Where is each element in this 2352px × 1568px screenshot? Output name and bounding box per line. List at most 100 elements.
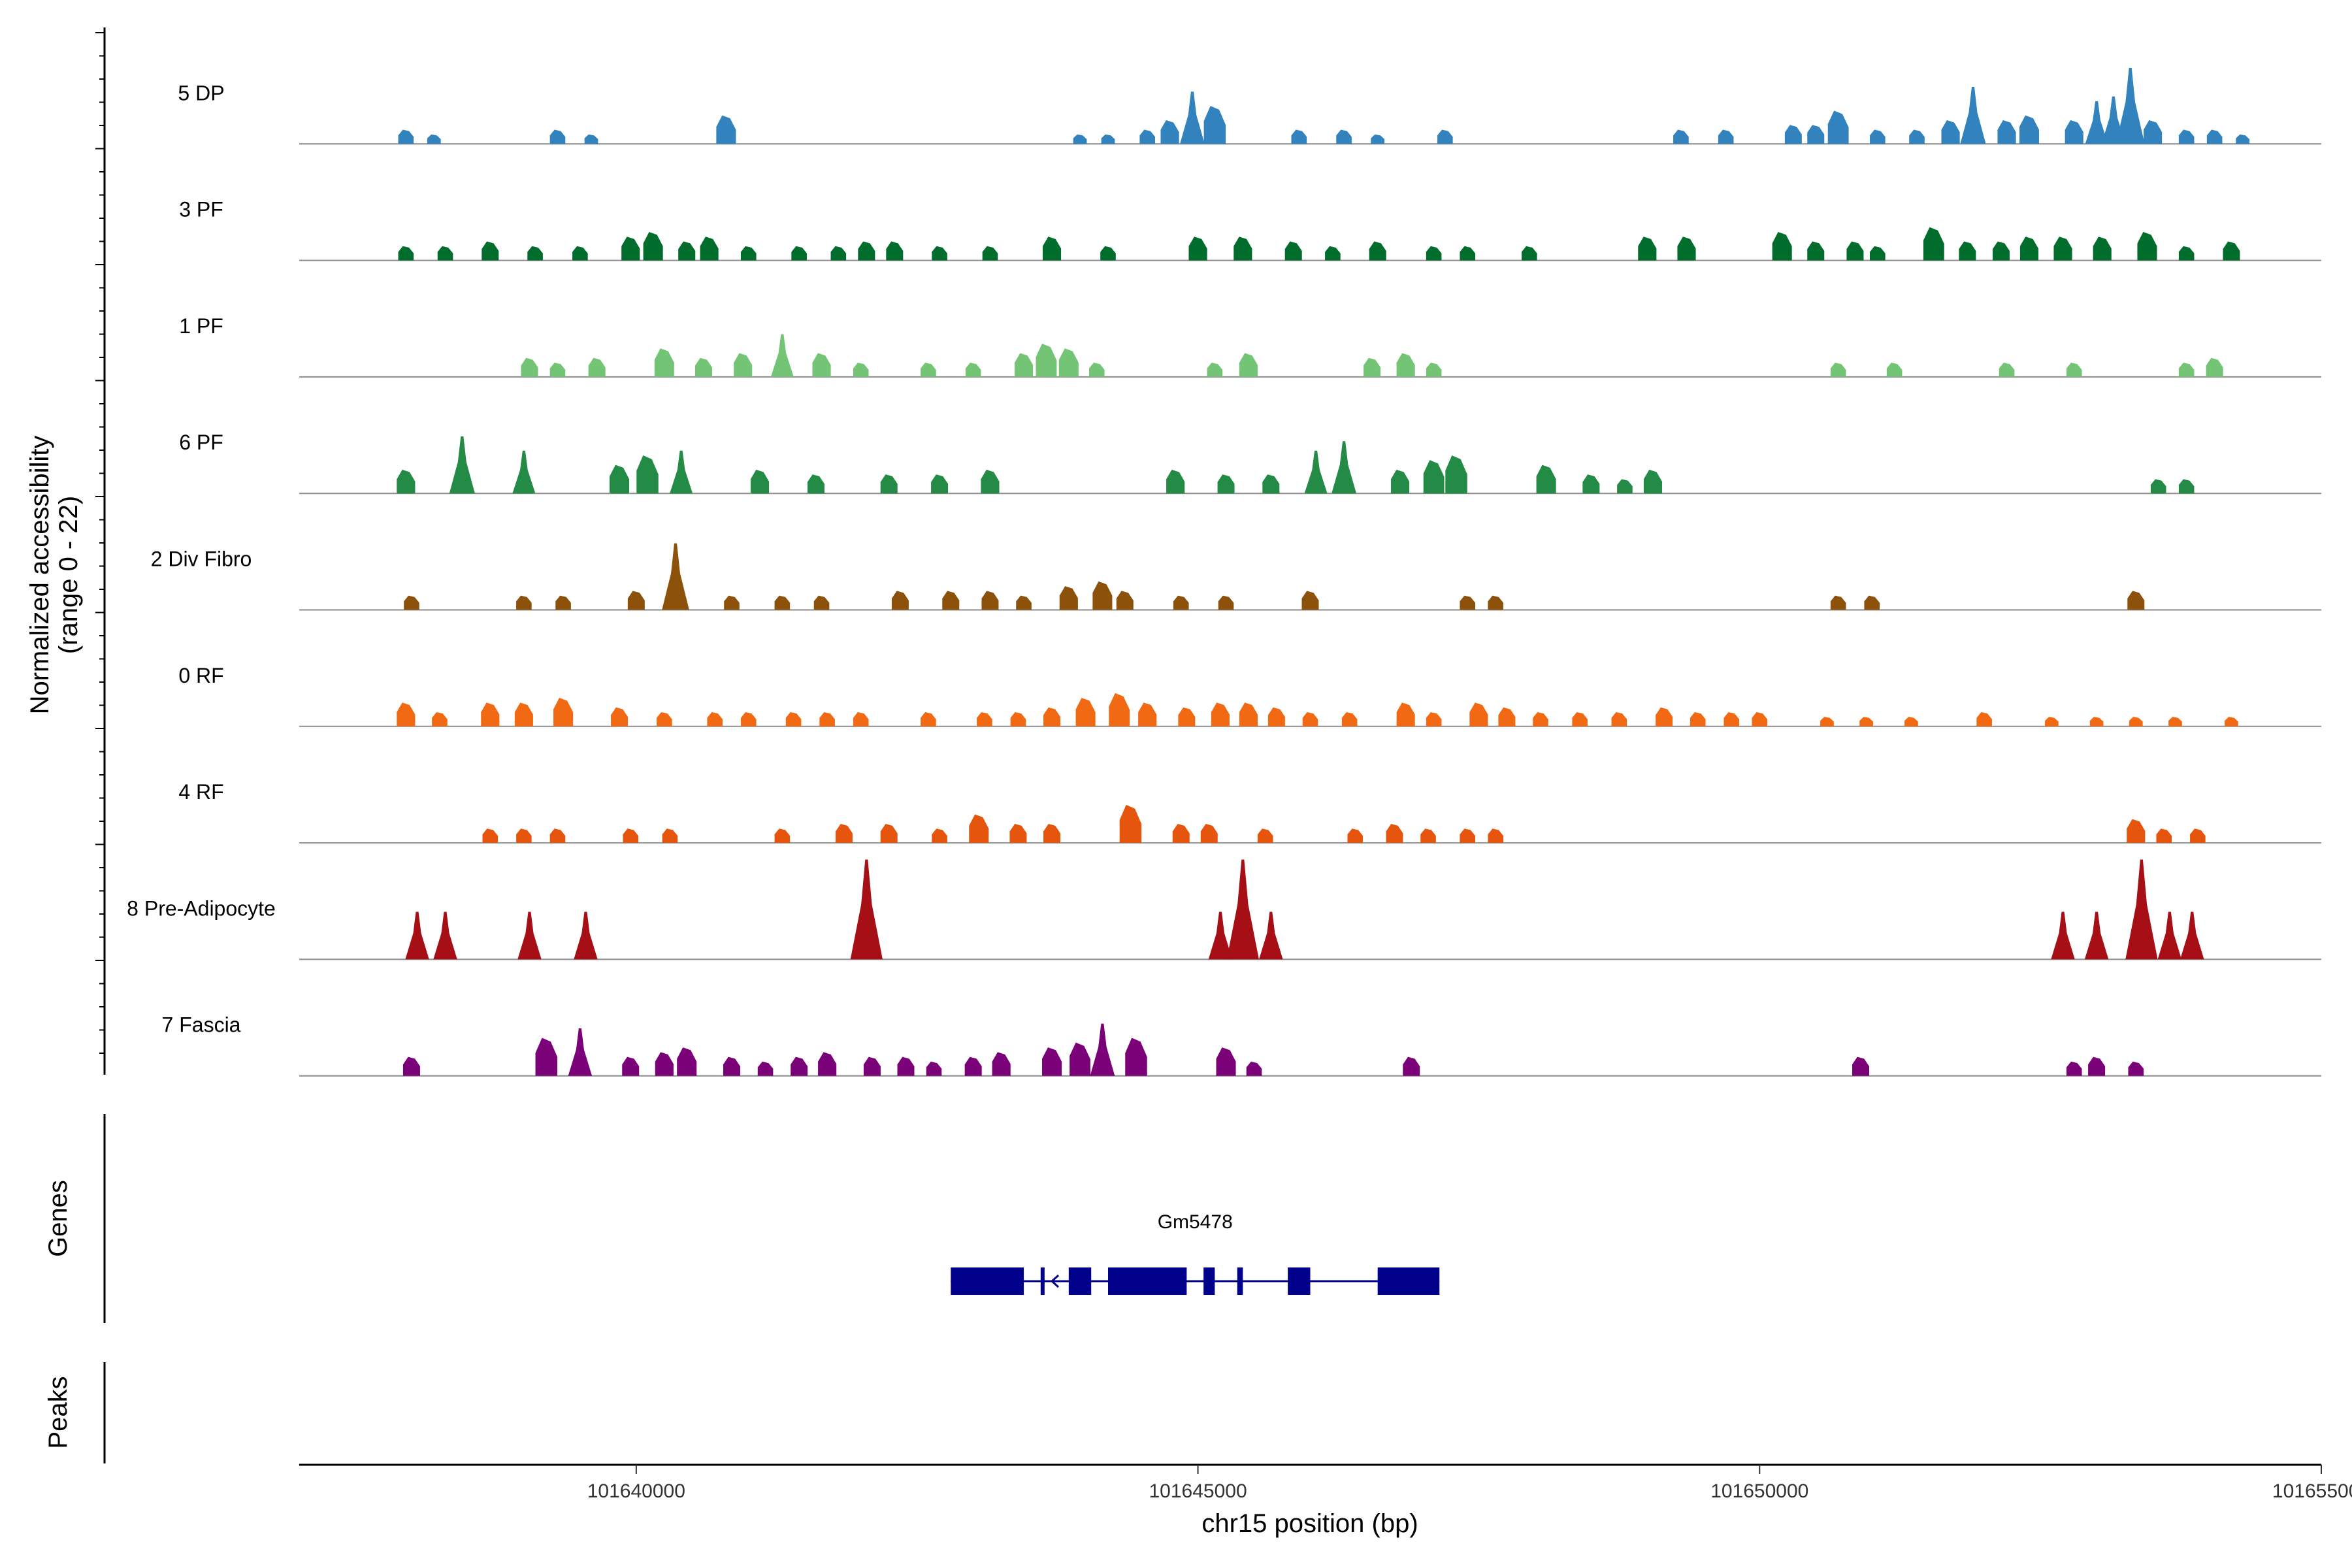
coverage-peak: [750, 469, 770, 494]
genes-panel-title: Genes: [44, 1180, 73, 1257]
gene-exon: [1377, 1267, 1440, 1295]
gene-exon: [951, 1267, 1024, 1295]
coverage-peak: [549, 828, 566, 843]
y-axis-title-line2: (range 0 - 22): [54, 496, 83, 654]
coverage-peak: [574, 911, 598, 960]
coverage-peak: [853, 363, 869, 377]
coverage-peak: [770, 334, 794, 377]
track-label: 4 RF: [178, 780, 223, 804]
x-tick-label: 101655000: [2272, 1480, 2352, 1502]
coverage-peak: [1752, 711, 1768, 727]
coverage-peak: [1267, 707, 1285, 727]
coverage-peak: [2236, 134, 2250, 144]
coverage-peak: [1959, 241, 1976, 261]
coverage-peak: [2127, 819, 2146, 843]
coverage-peak: [1302, 711, 1318, 727]
coverage-peak: [1426, 363, 1442, 377]
coverage-peak: [527, 246, 543, 261]
coverage-peak: [1160, 120, 1179, 144]
coverage-peak: [2180, 911, 2204, 960]
coverage-peak: [623, 828, 639, 843]
coverage-peak: [1304, 450, 1328, 494]
coverage-peak: [819, 711, 835, 727]
x-tick-label: 101640000: [587, 1480, 685, 1502]
coverage-peak: [981, 469, 1000, 494]
coverage-peak: [1014, 353, 1034, 377]
coverage-peak: [818, 1052, 837, 1076]
coverage-peak: [2206, 357, 2223, 377]
coverage-peak: [514, 702, 533, 727]
coverage-peak: [2125, 859, 2158, 960]
coverage-peak: [1016, 595, 1032, 610]
coverage-peak: [553, 698, 574, 727]
strand-arrow-icon: [1050, 1274, 1060, 1288]
coverage-peak: [568, 1028, 593, 1076]
coverage-peak: [1617, 479, 1633, 494]
coverage-peak: [880, 824, 898, 843]
coverage-peak: [707, 711, 723, 727]
coverage-peak: [2137, 231, 2157, 261]
coverage-peak: [654, 348, 674, 377]
coverage-peak: [1208, 911, 1233, 960]
coverage-peak: [724, 595, 740, 610]
coverage-peak: [1960, 87, 1986, 144]
track-label: 8 Pre-Adipocyte: [127, 896, 276, 920]
coverage-peak: [2053, 237, 2072, 261]
track-label: 2 Div Fibro: [151, 547, 252, 571]
coverage-peak: [1203, 106, 1226, 144]
track-label: 1 PF: [179, 314, 223, 338]
x-axis-ticks: 101640000 101645000 101650000 101655000: [587, 1465, 2352, 1502]
gene-label: Gm5478: [1158, 1211, 1233, 1233]
coverage-peak: [1420, 828, 1436, 843]
track-5-dp: 5 DP: [178, 67, 2321, 145]
coverage-peak: [2178, 363, 2195, 377]
coverage-peak: [1331, 441, 1357, 494]
coverage-peak: [521, 357, 538, 377]
coverage-peak: [1211, 702, 1230, 727]
coverage-peak: [921, 711, 936, 727]
coverage-peak: [1859, 717, 1873, 727]
coverage-peak: [835, 824, 853, 843]
coverage-peak: [1572, 711, 1588, 727]
track-7-fascia: 7 Fascia: [162, 1013, 2321, 1077]
track-label: 7 Fascia: [162, 1013, 241, 1037]
coverage-peak: [1536, 465, 1556, 494]
gene-exon: [1203, 1267, 1215, 1295]
coverage-peak: [1246, 1061, 1262, 1076]
coverage-peak: [1043, 707, 1061, 727]
coverage-peak: [1173, 595, 1189, 610]
coverage-peak: [1807, 241, 1825, 261]
coverage-peak: [1396, 353, 1415, 377]
coverage-peak: [1101, 134, 1115, 144]
coverage-peak: [1180, 91, 1205, 144]
coverage-peak: [1673, 129, 1689, 144]
coverage-peak: [1390, 469, 1410, 494]
coverage-peak: [678, 241, 696, 261]
coverage-peak: [535, 1037, 558, 1076]
coverage-peak: [2156, 828, 2172, 843]
track-label: 5 DP: [178, 81, 224, 105]
gene-exon: [1288, 1267, 1311, 1295]
coverage-peak: [992, 1052, 1011, 1076]
x-axis: 101640000 101645000 101650000 101655000 chr…: [299, 1463, 2352, 1538]
coverage-peak: [850, 859, 883, 960]
coverage-peak: [398, 129, 414, 144]
coverage-peak: [2065, 120, 2083, 144]
coverage-peak: [2223, 241, 2240, 261]
coverage-peak: [643, 231, 663, 261]
coverage-peak: [1820, 717, 1834, 727]
y-axis-title-line1: Normalized accessibility: [25, 436, 54, 715]
coverage-peak: [740, 711, 757, 727]
coverage-peak: [1488, 828, 1504, 843]
coverage-peak: [830, 246, 847, 261]
coverage-peak: [964, 1056, 982, 1076]
coverage-peak: [1997, 120, 2016, 144]
coverage-peak: [981, 591, 999, 610]
coverage-peak: [2178, 129, 2195, 144]
coverage-peak: [517, 911, 542, 960]
coverage-peak: [982, 246, 998, 261]
gene-exon: [1068, 1267, 1092, 1295]
coverage-peak: [512, 450, 536, 494]
coverage-peak: [1090, 1023, 1115, 1076]
coverage-peak: [2085, 101, 2108, 144]
